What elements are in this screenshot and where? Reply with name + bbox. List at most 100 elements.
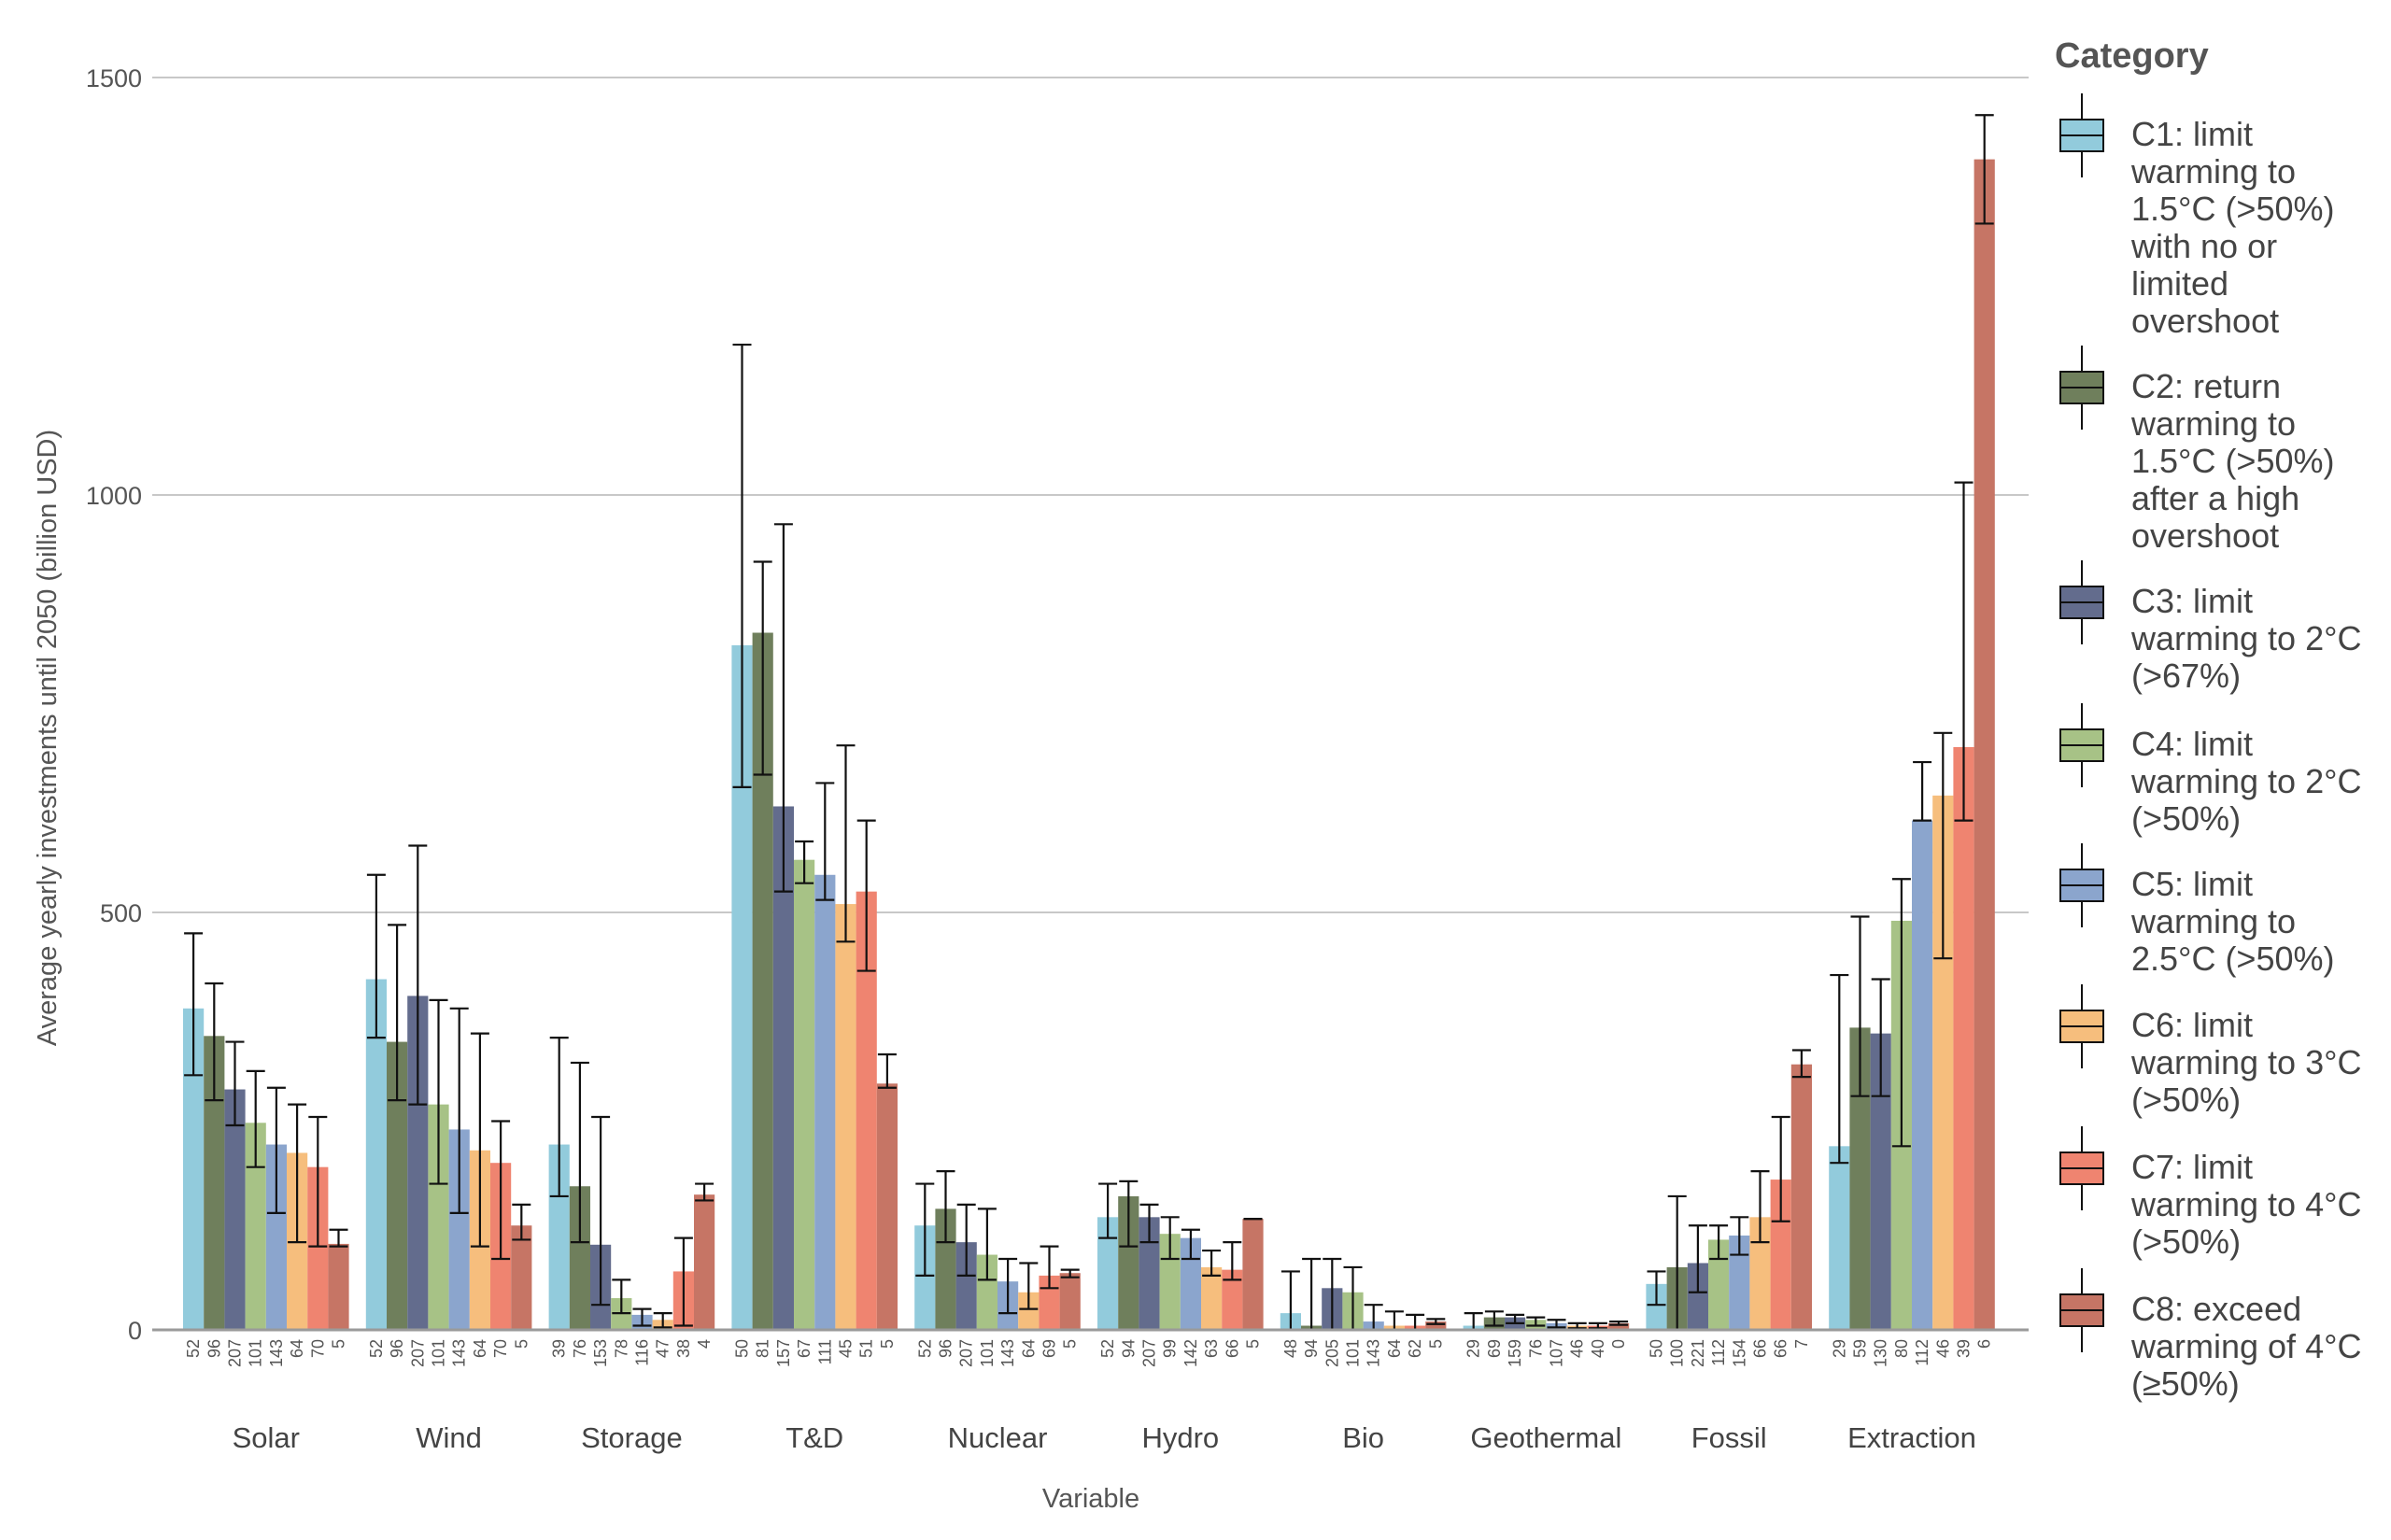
sample-size-label: 69: [1040, 1339, 1059, 1358]
legend-label-line: C8: exceed: [2131, 1290, 2301, 1328]
bar: [548, 1144, 570, 1330]
error-bar: [1933, 731, 1953, 960]
sample-size-label: 38: [674, 1339, 693, 1358]
legend-label-line: 1.5°C (>50%): [2131, 190, 2335, 228]
error-bar: [1040, 1245, 1059, 1290]
error-bar: [366, 873, 386, 1039]
legend-label-line: after a high: [2131, 479, 2299, 517]
sample-size-label: 29: [1830, 1339, 1848, 1358]
sample-size-label: 52: [184, 1339, 203, 1358]
sample-size-label: 51: [857, 1339, 876, 1358]
sample-size-label: 100: [1668, 1339, 1687, 1367]
sample-size-label: 63: [1202, 1339, 1221, 1358]
error-bar: [288, 1103, 307, 1244]
error-bar: [1019, 1262, 1039, 1310]
error-bar: [1484, 1310, 1504, 1327]
sample-size-label: 94: [1302, 1339, 1321, 1358]
error-bar: [1871, 978, 1890, 1097]
x-axis-title: Variable: [1042, 1484, 1139, 1514]
sample-size-label: 143: [1365, 1339, 1383, 1367]
bar: [1790, 1064, 1812, 1330]
sample-size-label: 116: [633, 1339, 652, 1366]
sample-size-label: 94: [1119, 1339, 1138, 1358]
error-bar: [877, 1053, 897, 1089]
bar: [731, 644, 753, 1330]
sample-size-label: 76: [571, 1339, 589, 1358]
legend-label-line: C7: limit: [2131, 1148, 2253, 1186]
bar: [1687, 1263, 1708, 1330]
sample-size-label: 142: [1181, 1339, 1200, 1367]
legend-label-line: warming to 2°C: [2130, 762, 2361, 800]
error-bar: [856, 819, 876, 972]
sample-size-label: 70: [491, 1339, 510, 1358]
bar: [1139, 1217, 1160, 1330]
error-bar: [184, 932, 204, 1077]
legend-title: Category: [2055, 36, 2209, 76]
error-bar: [205, 982, 224, 1102]
sample-size-label: 4: [695, 1339, 714, 1349]
error-bar: [491, 1120, 511, 1261]
sample-size-label: 64: [1385, 1339, 1404, 1358]
error-bar: [1730, 1216, 1749, 1256]
bar: [1039, 1275, 1060, 1330]
sample-size-label: 47: [654, 1339, 672, 1358]
error-bar: [1202, 1249, 1222, 1277]
legend-label-line: warming to: [2130, 404, 2296, 443]
bar: [752, 632, 773, 1330]
bar: [1829, 1146, 1850, 1330]
sample-size-label: 48: [1281, 1339, 1300, 1358]
x-axis-category-labels: Solar Wind Storage T&D Nuclear Hydro Bio Geothe…: [233, 1421, 1976, 1454]
bar: [856, 891, 877, 1330]
sample-size-label: 143: [450, 1339, 469, 1367]
bar: [204, 1036, 225, 1330]
bar: [307, 1166, 329, 1330]
bar: [569, 1186, 590, 1330]
bar: [1201, 1266, 1223, 1330]
bar: [1749, 1217, 1771, 1330]
y-tick-label: 500: [100, 899, 142, 927]
sample-size-label: 52: [1098, 1339, 1117, 1358]
error-bar: [1891, 878, 1911, 1148]
legend-label-line: (>50%): [2131, 1081, 2241, 1119]
error-bar: [388, 924, 407, 1102]
error-bar: [1791, 1049, 1811, 1079]
error-bar: [1974, 114, 1994, 225]
bar: [772, 806, 794, 1330]
error-bar: [549, 1036, 569, 1198]
bar: [794, 859, 815, 1330]
sample-size-label: 64: [288, 1339, 306, 1358]
bars: [183, 159, 1995, 1330]
sample-size-label: 111: [815, 1339, 834, 1364]
legend-label-line: with no or: [2130, 227, 2277, 265]
error-bar: [512, 1203, 531, 1241]
error-bar: [977, 1208, 997, 1281]
y-axis-title: Average yearly investments until 2050 (b…: [33, 430, 63, 1046]
sample-size-label: 5: [512, 1339, 531, 1349]
error-bar: [1567, 1321, 1587, 1330]
error-bar: [1181, 1228, 1200, 1261]
sample-size-label: 5: [1061, 1339, 1080, 1349]
bar: [694, 1194, 715, 1330]
sample-size-label: 45: [837, 1339, 856, 1358]
error-bar: [1850, 915, 1870, 1097]
bar: [365, 979, 387, 1330]
x-tick-label: Wind: [416, 1421, 482, 1454]
x-tick-label: Geothermal: [1470, 1421, 1621, 1454]
bar: [1870, 1033, 1891, 1330]
legend-label-line: 2.5°C (>50%): [2131, 940, 2335, 978]
sample-size-label: 66: [1223, 1339, 1241, 1358]
bar: [224, 1089, 246, 1330]
sample-size-label: 143: [267, 1339, 286, 1367]
bar: [955, 1242, 977, 1330]
sample-size-label: 59: [1851, 1339, 1870, 1358]
bar: [1849, 1027, 1871, 1330]
y-tick-label: 1000: [86, 482, 142, 510]
sample-size-label: 5: [1426, 1339, 1445, 1349]
bar: [835, 904, 856, 1330]
error-bar: [1223, 1241, 1242, 1281]
sample-size-label: 101: [1344, 1339, 1363, 1367]
bar: [1729, 1235, 1750, 1330]
